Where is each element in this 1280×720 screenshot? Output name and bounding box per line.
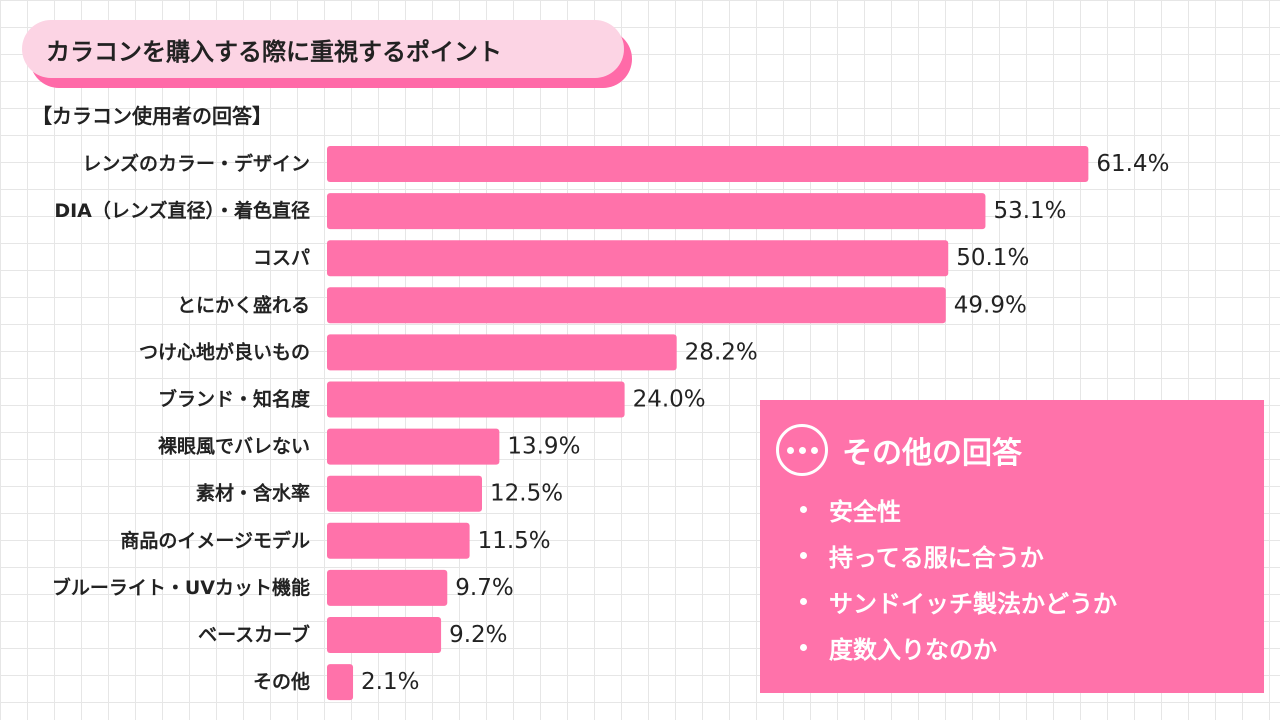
other-answers-header: その他の回答 xyxy=(776,424,1022,476)
title-banner: カラコンを購入する際に重視するポイント xyxy=(22,20,634,90)
value-label: 50.1% xyxy=(956,245,1029,271)
bullet-icon xyxy=(800,505,807,513)
category-label: 裸眼風でバレない xyxy=(158,435,310,458)
other-answer-text: 持ってる服に合うか xyxy=(829,543,1044,572)
bar xyxy=(327,240,949,277)
bar xyxy=(327,428,500,465)
bar xyxy=(327,617,442,653)
other-answers-title: その他の回答 xyxy=(842,436,1022,471)
other-answer-text: 安全性 xyxy=(829,497,901,526)
chart-subtitle: 【カラコン使用者の回答】 xyxy=(32,104,272,128)
bar xyxy=(327,475,482,512)
value-label: 9.2% xyxy=(449,622,507,648)
value-label: 49.9% xyxy=(954,292,1027,318)
value-label: 28.2% xyxy=(685,339,758,365)
bar xyxy=(327,146,1089,182)
bar xyxy=(327,522,470,559)
value-label: 12.5% xyxy=(490,481,563,507)
value-label: 11.5% xyxy=(478,528,551,554)
category-label: つけ心地が良いもの xyxy=(139,340,310,363)
bar xyxy=(327,334,677,371)
other-answer-text: 度数入りなのか xyxy=(829,635,997,664)
bar xyxy=(327,287,946,324)
category-label: その他 xyxy=(253,670,310,693)
category-label: ブルーライト・UVカット機能 xyxy=(52,576,310,599)
category-label: 素材・含水率 xyxy=(196,482,310,505)
category-label: 商品のイメージモデル xyxy=(120,529,310,552)
value-label: 24.0% xyxy=(633,387,706,413)
category-label: レンズのカラー・デザイン xyxy=(82,152,310,175)
category-label: コスパ xyxy=(253,247,310,269)
value-label: 9.7% xyxy=(455,575,513,601)
category-label: とにかく盛れる xyxy=(177,293,310,316)
bullet-icon xyxy=(800,643,807,651)
chart-title: カラコンを購入する際に重視するポイント xyxy=(22,20,624,78)
value-label: 53.1% xyxy=(993,198,1066,224)
bar xyxy=(327,193,986,230)
value-label: 61.4% xyxy=(1096,151,1169,177)
other-answers-list: 安全性 持ってる服に合うか サンドイッチ製法かどうか 度数入りなのか xyxy=(800,486,1117,670)
other-answer-item: サンドイッチ製法かどうか xyxy=(800,578,1117,624)
bar xyxy=(327,381,625,418)
other-answer-item: 安全性 xyxy=(800,486,1117,532)
other-answer-item: 度数入りなのか xyxy=(800,624,1117,670)
other-answer-item: 持ってる服に合うか xyxy=(800,532,1117,578)
category-label: ベースカーブ xyxy=(198,623,310,646)
bullet-icon xyxy=(800,551,807,559)
bullet-icon xyxy=(800,597,807,605)
category-label: DIA（レンズ直径）・着色直径 xyxy=(54,199,310,222)
value-label: 13.9% xyxy=(507,434,580,460)
category-label: ブランド・知名度 xyxy=(158,388,311,411)
bar xyxy=(327,569,448,606)
other-answer-text: サンドイッチ製法かどうか xyxy=(829,589,1117,618)
bar xyxy=(327,664,354,701)
more-dots-icon xyxy=(776,424,828,476)
other-answers-panel: その他の回答 安全性 持ってる服に合うか サンドイッチ製法かどうか 度数入りなの… xyxy=(760,400,1264,693)
value-label: 2.1% xyxy=(361,669,419,695)
